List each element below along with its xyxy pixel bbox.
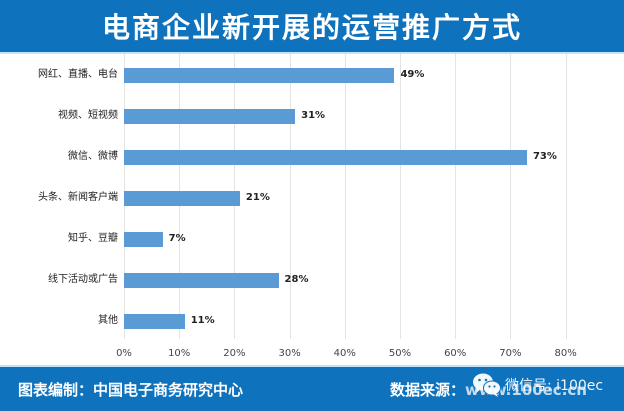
x-tick-label: 80% [554,348,577,359]
chart-footer: 图表编制：中国电子商务研究中心 数据来源：www.100ec.cn 微信号: i… [0,365,624,411]
category-label: 线下活动或广告 [48,274,118,285]
x-tick-label: 30% [278,348,301,359]
category-label: 微信、微博 [68,151,118,162]
value-label: 7% [168,233,186,244]
plot-area: 0% 10% 20% 30% 40% 50% 60% 70% 80% 网红、直播、电台 49% 视频、… [0,54,624,365]
wechat-watermark: 微信号: i100ec [472,372,603,398]
source-label: 数据来源： [390,381,466,399]
bar [124,231,163,247]
gridline [400,54,401,339]
x-tick-label: 60% [444,348,467,359]
value-label: 49% [400,69,425,80]
bar [124,149,527,165]
value-label: 73% [532,151,557,162]
x-tick-label: 10% [168,348,191,359]
x-tick-label: 20% [223,348,246,359]
x-tick-label: 40% [333,348,356,359]
bar [124,108,296,124]
gridline [344,54,346,339]
x-tick-label: 0% [116,348,132,359]
x-tick-label: 50% [388,348,412,359]
category-label: 网红、直播、电台 [38,69,118,80]
bar [124,272,279,288]
value-label: 28% [284,274,309,285]
category-label: 其他 [98,315,118,326]
bar [124,313,185,329]
credit-value: 中国电子商务研究中心 [93,381,244,399]
category-label: 视频、短视频 [58,110,118,121]
category-label: 头条、新闻客户端 [38,192,118,203]
category-label: 知乎、豆瓣 [68,233,118,244]
chart-title: 电商企业新开展的运营推广方式 [101,11,522,44]
wechat-icon [472,372,502,398]
bar [124,67,395,83]
value-label: 31% [301,110,326,121]
gridline [289,54,291,339]
credit-label: 图表编制： [18,381,94,399]
gridline [565,54,567,339]
gridline [510,54,512,339]
x-tick-label: 70% [499,348,522,359]
value-label: 11% [190,315,215,326]
value-label: 21% [245,192,270,203]
gridline [455,54,457,339]
chart-header: 电商企业新开展的运营推广方式 [0,0,624,54]
bar [124,190,240,206]
chart-credit: 图表编制：中国电子商务研究中心 [18,379,243,400]
watermark-text: 微信号: i100ec [505,378,604,394]
